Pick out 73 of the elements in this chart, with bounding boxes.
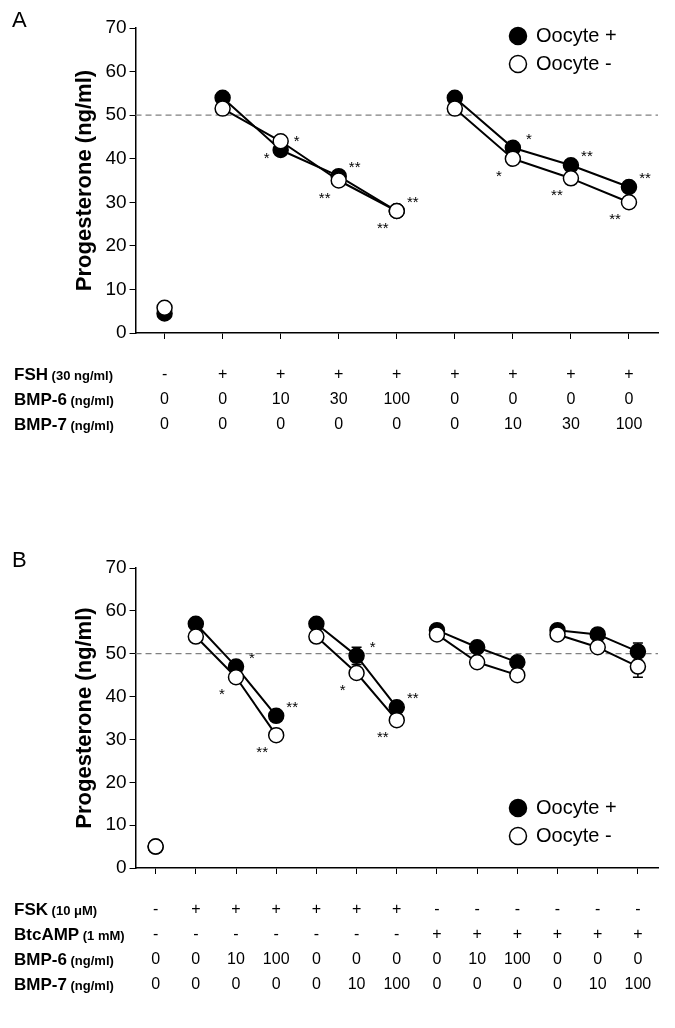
x-tick-label: + 0 0 [450, 365, 460, 433]
x-tick-label: + - 0 100 [383, 900, 411, 993]
data-label: ** [348, 158, 361, 176]
data-label: ** [551, 186, 563, 204]
x-tick-label: + 0 30 [562, 365, 580, 433]
x-tick-label: + - 100 0 [262, 900, 290, 993]
x-tick-label: + 100 0 [383, 365, 411, 433]
x-tick-label: - + 0 0 [552, 900, 563, 993]
y-tick-label: 50 [105, 641, 127, 663]
x-tick-label: + - 0 10 [347, 900, 366, 993]
x-tick-label: + - 10 0 [227, 900, 246, 993]
x-tick-label: + 0 0 [217, 365, 228, 433]
data-label: ** [376, 219, 389, 237]
text: BtcAMP (1 mM) [14, 924, 125, 944]
chart-title: B [12, 547, 27, 573]
x-tick-label: - + 0 0 [432, 900, 442, 993]
y-tick-label: 40 [105, 146, 127, 168]
y-tick-label: 10 [105, 813, 127, 835]
text: BMP-6 (ng/ml) [14, 389, 114, 409]
y-tick-label: 30 [105, 190, 127, 212]
y-tick-label: 0 [115, 321, 127, 343]
y-tick-label: 60 [105, 599, 127, 621]
x-tick-label: + 0 10 [503, 365, 522, 433]
data-label: * [495, 166, 502, 184]
data-label: ** [286, 698, 299, 715]
x-tick-label: - + 100 0 [503, 900, 531, 993]
legend-label: Oocyte - [536, 823, 612, 846]
data-label: ** [581, 147, 593, 165]
y-tick-label: 70 [105, 16, 127, 38]
data-label: * [219, 685, 226, 703]
y-tick-label: 20 [105, 234, 127, 256]
text: BMP-7 (ng/ml) [14, 974, 114, 994]
data-label: * [263, 149, 270, 167]
data-label: * [369, 638, 376, 655]
data-label: * [293, 132, 300, 150]
x-tick-label: - + 0 100 [624, 900, 652, 993]
y-axis-title: Progesterone (ng/ml) [71, 69, 97, 292]
y-tick-label: 50 [105, 103, 127, 125]
data-label: * [249, 648, 256, 666]
legend-label: Oocyte + [536, 23, 617, 46]
x-tick-label: + 30 0 [329, 365, 348, 433]
y-tick-label: 10 [105, 277, 127, 299]
y-tick-label: 40 [105, 684, 127, 706]
x-tick-label: + - 0 0 [191, 900, 201, 993]
legend-label: Oocyte - [536, 51, 612, 74]
y-tick-label: 70 [105, 556, 127, 578]
x-tick-label: - + 0 10 [588, 900, 607, 993]
x-tick-label: - 0 0 [160, 365, 170, 433]
legend-label: Oocyte + [536, 795, 617, 818]
data-label: ** [406, 689, 419, 707]
text: FSK (10 μM) [14, 899, 98, 919]
x-tick-label: + - 0 0 [311, 900, 322, 993]
y-tick-label: 0 [115, 856, 127, 878]
text: FSH (30 ng/ml) [14, 364, 114, 384]
y-tick-label: 60 [105, 59, 127, 81]
y-axis-title: Progesterone (ng/ml) [71, 607, 97, 829]
data-label: ** [609, 210, 621, 228]
x-tick-label: + 0 100 [615, 365, 643, 433]
data-label: ** [256, 743, 269, 761]
chart-title: A [12, 7, 27, 33]
text: BMP-6 (ng/ml) [14, 949, 114, 969]
data-label: ** [639, 169, 651, 187]
data-label: ** [318, 188, 331, 206]
x-tick-label: - - 0 0 [151, 900, 161, 993]
data-label: ** [376, 728, 389, 746]
data-label: ** [406, 193, 419, 211]
x-tick-label: + 10 0 [271, 365, 290, 433]
y-tick-label: 20 [105, 770, 127, 792]
x-tick-label: - + 10 0 [468, 900, 487, 993]
data-label: * [339, 681, 346, 699]
data-label: * [525, 129, 532, 147]
y-tick-label: 30 [105, 727, 127, 749]
text: BMP-7 (ng/ml) [14, 414, 114, 434]
